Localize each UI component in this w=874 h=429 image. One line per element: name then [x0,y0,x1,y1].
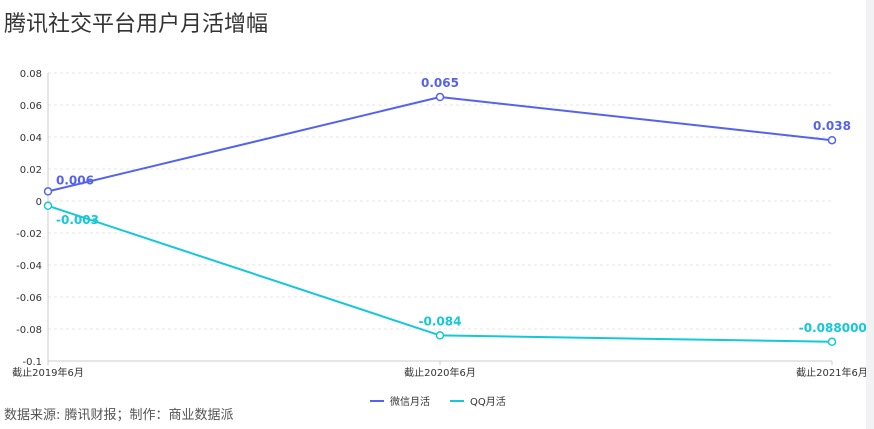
data-point[interactable] [43,187,53,196]
chart-title: 腾讯社交平台用户月活增幅 [4,12,269,37]
y-tick-label: -0.02 [16,229,42,240]
data-point[interactable] [435,331,445,340]
y-tick-label: -0.06 [16,293,42,304]
y-tick-label: 0.04 [20,133,42,144]
data-label: -0.0880000000000 [799,321,874,335]
data-label: -0.003 [56,213,99,227]
legend-label[interactable]: QQ月活 [470,396,506,408]
y-tick-label: -0.08 [16,325,42,336]
data-label: -0.084 [419,314,462,328]
y-tick-label: 0.06 [20,101,42,112]
x-tick-label: 截止2020年6月 [404,366,476,379]
y-tick-label: -0.04 [16,261,42,272]
x-tick-label: 截止2021年6月 [796,366,868,379]
series-line [47,95,833,193]
y-tick-label: -0.1 [22,357,42,368]
source-note: 数据来源: 腾讯财报；制作：商业数据派 [4,408,234,423]
data-label: 0.038 [813,119,851,133]
y-tick-label: 0.08 [20,69,42,80]
y-tick-label: 0 [36,197,42,208]
data-point[interactable] [827,337,837,347]
x-tick-label: 截止2019年6月 [12,366,84,379]
data-label: 0.065 [421,76,459,90]
data-label: 0.006 [56,173,94,187]
legend-label[interactable]: 微信月活 [390,395,430,408]
data-point[interactable] [435,92,445,102]
data-point[interactable] [827,135,837,145]
scrollbar[interactable] [866,0,874,429]
data-point[interactable] [43,201,53,211]
y-tick-label: 0.02 [20,165,42,176]
